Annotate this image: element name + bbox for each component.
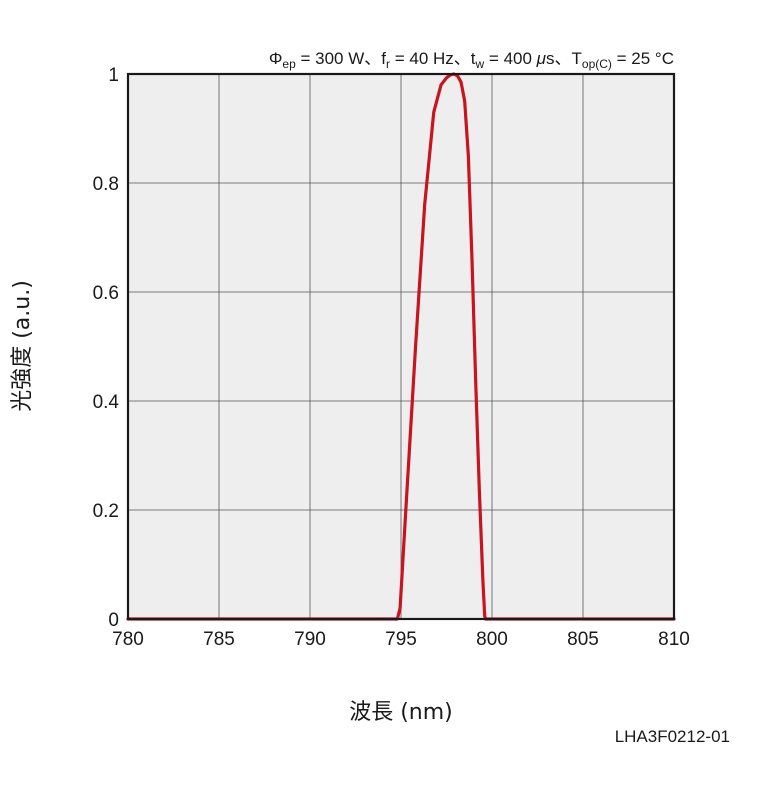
x-axis-title: 波長 (nm) [349, 700, 453, 725]
phi-symbol: Φ [269, 49, 283, 68]
y-axis-title: 光強度 (a.u.) [10, 280, 35, 412]
T-value: = 25 °C [612, 49, 674, 68]
y-tick-label: 0.4 [93, 392, 120, 413]
x-tick-label: 795 [385, 629, 417, 650]
x-tick-label: 790 [294, 629, 326, 650]
phi-value: = 300 W、 [296, 49, 382, 68]
T-symbol: T [572, 49, 582, 68]
y-axis-ticks: 0 0.2 0.4 0.6 0.8 1 [93, 65, 120, 631]
y-tick-label: 0.6 [93, 283, 119, 304]
x-tick-label: 810 [658, 629, 690, 650]
x-axis-ticks: 780 785 790 795 800 805 810 [112, 629, 690, 650]
y-tick-label: 0.2 [93, 501, 119, 522]
f-symbol: f [381, 49, 386, 68]
x-tick-label: 800 [476, 629, 508, 650]
x-tick-label: 805 [567, 629, 599, 650]
t-subscript: w [475, 57, 485, 71]
y-tick-label: 0.8 [93, 174, 119, 195]
t-symbol: t [471, 49, 476, 68]
f-value: = 40 Hz、 [390, 49, 471, 68]
plot-frame [126, 72, 676, 621]
figure-code: LHA3F0212-01 [615, 727, 730, 746]
T-subscript: op(C) [582, 57, 612, 71]
y-tick-label: 1 [108, 65, 119, 86]
seconds-unit: s、 [546, 49, 572, 68]
t-value: = 400 [484, 49, 536, 68]
x-tick-label: 780 [112, 629, 144, 650]
measurement-condition: Φep = 300 W、fr = 40 Hz、tw = 400 μs、Top(C… [269, 49, 674, 71]
phi-subscript: ep [282, 57, 296, 71]
f-subscript: r [386, 57, 390, 71]
x-tick-label: 785 [203, 629, 235, 650]
y-tick-label: 0 [108, 610, 119, 631]
mu-symbol: μ [536, 49, 547, 68]
